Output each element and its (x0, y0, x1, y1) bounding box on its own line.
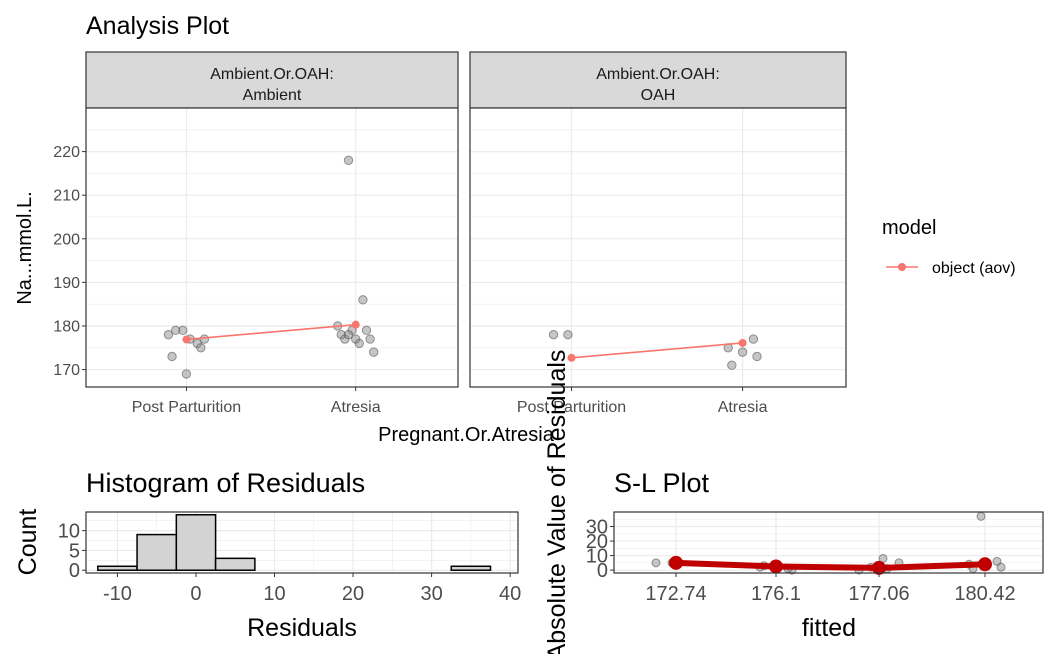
x-tick-label: 180.42 (954, 583, 1015, 605)
sl-plot-title: S-L Plot (614, 468, 710, 498)
x-tick-label: Atresia (718, 399, 768, 416)
data-point (737, 347, 748, 357)
x-tick-label: Atresia (331, 399, 381, 416)
histogram-bar (97, 565, 138, 571)
sl-x-axis-label: fitted (802, 614, 856, 642)
data-point (343, 155, 354, 166)
histogram-bar (175, 514, 217, 571)
facet-strip-label-level: Ambient (243, 87, 302, 104)
sl-y-axis-label: Absolute Value of Residuals (543, 350, 571, 654)
y-tick-label: 210 (53, 188, 80, 205)
y-tick-label: 190 (53, 275, 80, 292)
y-tick-label: 0 (69, 560, 80, 582)
legend-entry-label: object (aov) (932, 260, 1016, 277)
histogram-title: Histogram of Residuals (86, 468, 365, 498)
data-point (178, 325, 188, 336)
data-point (548, 329, 559, 340)
y-axis-label: Na...mmol.L. (14, 191, 36, 304)
sl-mean-point (769, 559, 783, 574)
x-tick-label: 10 (263, 583, 285, 605)
x-tick-label: 177.06 (848, 583, 909, 605)
data-point (199, 334, 210, 344)
histogram-bar (136, 533, 178, 571)
sl-data-point (996, 562, 1006, 572)
analysis-plot-title: Analysis Plot (86, 12, 229, 40)
data-point (196, 343, 206, 353)
y-tick-label: 30 (586, 517, 608, 539)
model-mean-point (351, 320, 360, 329)
model-mean-point (738, 338, 747, 347)
model-mean-point (182, 335, 191, 344)
x-tick-label: -10 (103, 583, 132, 605)
histogram-y-axis-label: Count (14, 509, 42, 576)
x-tick-label: 0 (190, 583, 201, 605)
data-point (163, 329, 174, 340)
data-point (727, 360, 737, 370)
panel-background (86, 108, 458, 387)
data-point (748, 334, 759, 344)
histogram-bar (214, 557, 256, 571)
data-point (354, 338, 364, 349)
y-tick-label: 170 (53, 362, 80, 379)
sl-data-point (976, 511, 986, 521)
data-point (369, 347, 379, 357)
model-line (571, 342, 743, 359)
data-point (365, 334, 375, 344)
y-tick-label: 10 (58, 521, 80, 543)
facet-strip-1 (85, 51, 459, 109)
y-tick-label: 0 (597, 560, 608, 582)
panel-border (469, 107, 847, 388)
data-point (563, 329, 573, 340)
sl-mean-line (675, 559, 986, 571)
legend-title: model (882, 217, 936, 239)
y-tick-label: 10 (586, 546, 608, 568)
data-point (361, 325, 372, 336)
sl-mean-point (669, 555, 683, 570)
facet-strip-2 (469, 51, 847, 109)
x-axis-label: Pregnant.Or.Atresia (378, 424, 555, 446)
facet-strip-label-level: OAH (641, 87, 676, 104)
x-tick-label: 20 (342, 583, 364, 605)
data-point (752, 351, 762, 362)
histogram-bar (450, 565, 492, 571)
facet-strip-label-variable: Ambient.Or.OAH: (596, 66, 720, 83)
y-tick-label: 220 (53, 144, 80, 161)
data-point (343, 329, 354, 340)
facet-strip-label-variable: Ambient.Or.OAH: (210, 66, 334, 83)
x-tick-label: Post Parturition (517, 399, 626, 416)
y-tick-label: 180 (53, 318, 80, 335)
x-tick-label: Post Parturition (132, 399, 241, 416)
data-point (170, 325, 181, 336)
sl-panel-border (613, 511, 1044, 574)
y-tick-label: 200 (53, 231, 80, 248)
x-tick-label: 176.1 (751, 583, 801, 605)
panel-background (470, 108, 846, 387)
y-tick-label: 20 (586, 531, 608, 553)
histogram-panel-border (85, 511, 519, 574)
x-tick-label: 172.74 (645, 583, 706, 605)
sl-mean-point (978, 557, 992, 572)
histogram-x-axis-label: Residuals (247, 614, 357, 642)
model-mean-point (567, 353, 576, 362)
data-point (181, 369, 192, 379)
x-tick-label: 30 (420, 583, 442, 605)
sl-data-point (651, 558, 661, 568)
sl-mean-point (872, 560, 886, 575)
model-line (186, 323, 356, 341)
y-tick-label: 5 (69, 540, 80, 562)
data-point (167, 351, 177, 362)
data-point (358, 295, 368, 305)
legend-key-point (898, 263, 906, 271)
panel-border (85, 107, 459, 388)
x-tick-label: 40 (499, 583, 521, 605)
